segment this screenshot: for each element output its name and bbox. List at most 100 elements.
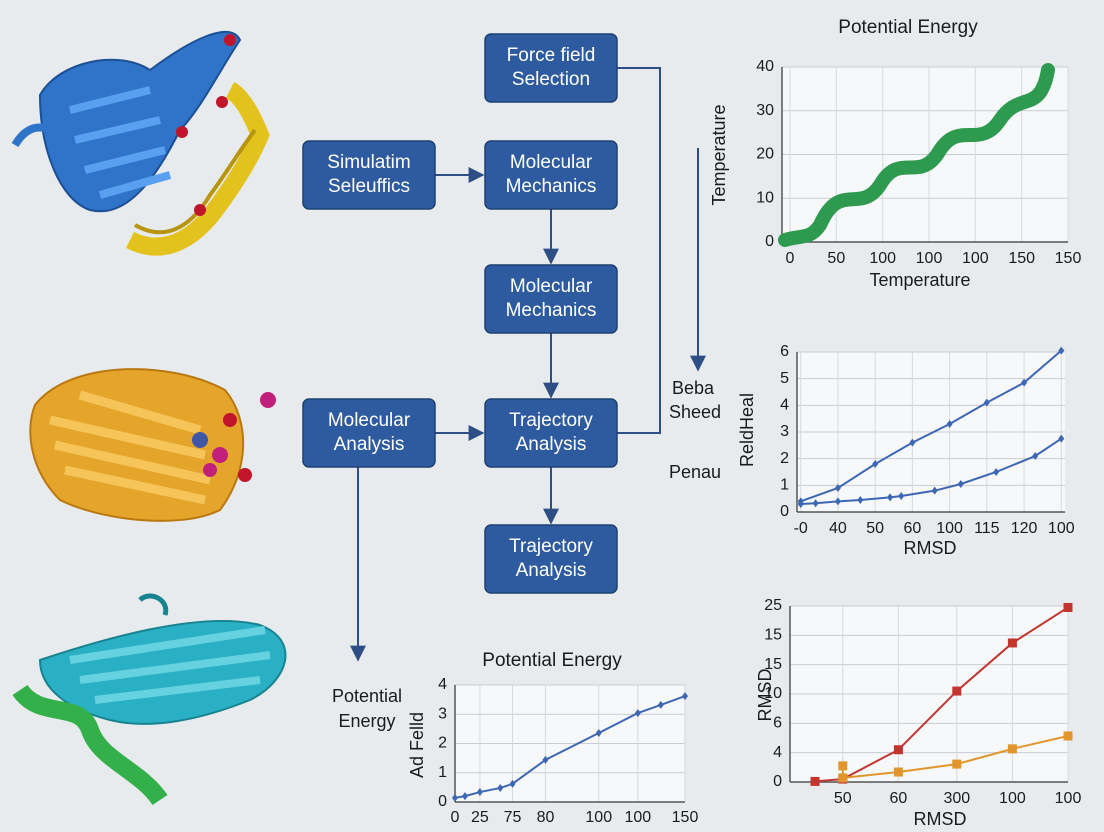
x-tick-label: 50 (866, 520, 884, 537)
y-tick-label: 3 (438, 705, 447, 722)
node-label: Analysis (516, 434, 587, 455)
x-axis-label: RMSD (904, 538, 957, 558)
node-label: Molecular (510, 152, 593, 173)
y-tick-label: 5 (780, 370, 789, 387)
y-tick-label: 15 (764, 656, 782, 673)
point (893, 767, 903, 777)
protein-blue-yellow (11, 30, 270, 256)
side-label: Penau (669, 462, 721, 482)
x-axis-label: RMSD (914, 809, 967, 829)
x-tick-label: 0 (786, 250, 795, 267)
point (1063, 731, 1073, 741)
y-axis-label: ReldHeal (737, 393, 757, 467)
x-tick-label: 100 (916, 250, 943, 267)
side-label: Potential (332, 686, 402, 706)
flow-node (484, 398, 618, 468)
node-label: Analysis (516, 560, 587, 581)
series-line (454, 695, 686, 799)
y-tick-label: 1 (438, 764, 447, 781)
chart-title: Potential Energy (838, 17, 978, 38)
y-axis-label: Ad Felld (407, 712, 427, 778)
point (1007, 744, 1017, 754)
x-tick-label: 50 (834, 790, 852, 807)
y-tick-label: 4 (773, 744, 782, 761)
x-tick-label: 100 (999, 790, 1026, 807)
y-tick-label: 4 (780, 397, 789, 414)
point (957, 480, 964, 488)
point (1021, 378, 1028, 387)
point (797, 500, 804, 508)
point (497, 783, 504, 792)
node-label: Molecular (510, 276, 593, 297)
x-tick-label: 100 (869, 250, 896, 267)
flow-node (484, 33, 618, 103)
x-tick-label: 0 (451, 809, 460, 826)
x-tick-label: 25 (471, 809, 489, 826)
point (898, 492, 905, 500)
point (595, 728, 602, 737)
x-tick-label: 50 (827, 250, 845, 267)
x-tick-label: 300 (943, 790, 970, 807)
point (993, 468, 1000, 476)
y-tick-label: 2 (438, 735, 447, 752)
series-line (814, 606, 1069, 783)
x-tick-label: 60 (903, 520, 921, 537)
x-tick-label: 100 (585, 809, 612, 826)
point (887, 493, 894, 502)
y-tick-label: 40 (756, 58, 774, 75)
x-axis-label: Temperature (869, 270, 970, 290)
point (838, 761, 848, 771)
protein-teal (12, 593, 287, 806)
x-tick-label: 100 (936, 520, 963, 537)
node-label: Analysis (334, 434, 405, 455)
point (509, 779, 516, 788)
point (682, 692, 688, 701)
point (1032, 452, 1039, 460)
y-tick-label: 25 (764, 597, 782, 614)
point (952, 759, 962, 769)
point (812, 499, 819, 508)
flow-node (302, 140, 436, 210)
y-tick-label: 6 (773, 715, 782, 732)
point (452, 793, 458, 802)
point (810, 776, 820, 786)
side-label: Energy (338, 711, 395, 731)
y-tick-label: 20 (756, 146, 774, 163)
connectors (350, 67, 706, 662)
x-tick-label: 100 (624, 809, 651, 826)
x-tick-label: 150 (672, 809, 699, 826)
y-tick-label: 0 (765, 233, 774, 250)
y-tick-label: 6 (780, 343, 789, 360)
point (952, 686, 962, 696)
point (1063, 602, 1073, 612)
point (893, 745, 903, 755)
series-line (800, 349, 1062, 503)
point (834, 484, 841, 492)
y-tick-label: 10 (756, 189, 774, 206)
flow-node (302, 398, 436, 468)
y-tick-label: 0 (780, 503, 789, 520)
x-tick-label: 80 (537, 809, 555, 826)
flow-node (484, 524, 618, 594)
node-label: Mechanics (506, 300, 597, 321)
y-tick-label: 3 (780, 423, 789, 440)
point (476, 788, 483, 797)
point (834, 497, 841, 506)
node-label: Trajectory (509, 536, 593, 557)
x-tick-label: 120 (1011, 520, 1038, 537)
y-tick-label: 2 (780, 450, 789, 467)
point (461, 792, 468, 801)
x-tick-label: -0 (794, 520, 808, 537)
point (946, 420, 953, 428)
node-label: Trajectory (509, 410, 593, 431)
x-tick-label: 150 (1008, 250, 1035, 267)
flow-node (484, 264, 618, 334)
point (872, 460, 879, 468)
node-label: Selection (512, 69, 590, 90)
y-tick-label: 1 (780, 477, 789, 494)
y-tick-label: 0 (773, 773, 782, 790)
y-tick-label: 0 (438, 793, 447, 810)
point (838, 773, 848, 783)
point (542, 755, 549, 764)
